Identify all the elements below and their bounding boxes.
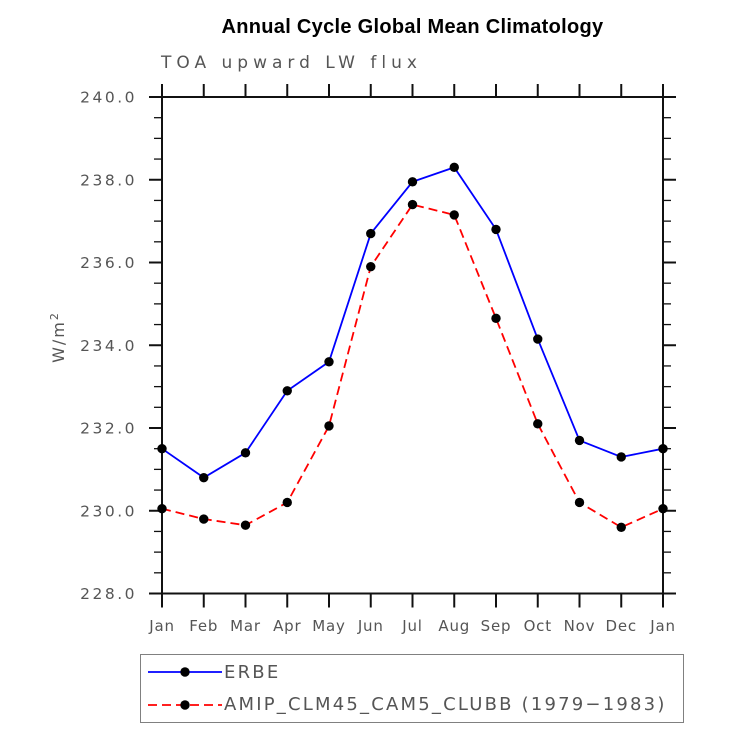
x-tick-label: Dec xyxy=(606,617,637,635)
erbe-data-point-oct-9 xyxy=(533,334,543,344)
x-tick-label: Apr xyxy=(273,617,301,635)
amip-data-point-feb-1 xyxy=(199,514,209,524)
x-tick-label: Nov xyxy=(564,617,596,635)
x-tick-label: Jan xyxy=(148,617,175,635)
y-tick-label: 228.0 xyxy=(80,585,137,603)
y-tick-label: 240.0 xyxy=(80,89,137,107)
y-tick-label: 238.0 xyxy=(80,171,137,189)
x-tick-label: Oct xyxy=(524,617,552,635)
y-tick-label: 236.0 xyxy=(80,254,137,272)
erbe-data-point-sep-8 xyxy=(491,224,501,235)
legend-box: ERBE AMIP_CLM45_CAM5_CLUBB (1979−1983) xyxy=(140,654,684,723)
erbe-data-point-may-4 xyxy=(324,357,334,367)
x-tick-label: Jun xyxy=(357,617,384,635)
x-tick-label: Mar xyxy=(230,617,261,635)
amip-dashed-line-sample-icon xyxy=(148,699,222,710)
erbe-data-point-dec-11 xyxy=(616,452,626,462)
x-tick-label: May xyxy=(312,617,345,635)
amip-data-point-may-4 xyxy=(324,421,334,431)
amip-data-point-mar-2 xyxy=(240,520,251,530)
amip-data-point-apr-3 xyxy=(282,497,292,508)
x-tick-label: Jul xyxy=(401,617,423,635)
erbe-data-point-jan-0 xyxy=(157,443,167,454)
x-tick-label: Feb xyxy=(189,617,218,635)
legend-label-erbe: ERBE xyxy=(224,661,281,683)
erbe-data-point-mar-2 xyxy=(240,448,251,458)
erbe-data-point-jan-12 xyxy=(658,443,668,454)
y-tick-label: 234.0 xyxy=(80,337,137,355)
legend-item-erbe: ERBE xyxy=(141,657,683,687)
plot-area: 240.0 238.0 236.0 234.0 232.0 230.0 228.0 Jan Fe… xyxy=(80,84,676,635)
chart-subtitle: TOA upward LW flux xyxy=(161,53,422,73)
amip-data-point-aug-7 xyxy=(449,210,459,220)
erbe-data-point-nov-10 xyxy=(574,435,585,446)
amip-data-point-jun-5 xyxy=(366,261,376,272)
amip-data-point-sep-8 xyxy=(491,313,501,324)
chart-title: Annual Cycle Global Mean Climatology xyxy=(221,16,604,38)
y-tick-label: 230.0 xyxy=(80,502,137,520)
erbe-data-point-apr-3 xyxy=(282,386,292,396)
amip-data-point-jan-0 xyxy=(157,503,167,514)
erbe-data-point-aug-7 xyxy=(449,162,459,173)
y-tick-label: 232.0 xyxy=(80,420,137,438)
amip-series-line xyxy=(161,203,664,529)
erbe-data-point-feb-1 xyxy=(199,472,209,483)
amip-data-point-jan-12 xyxy=(658,503,668,514)
legend-item-amip: AMIP_CLM45_CAM5_CLUBB (1979−1983) xyxy=(141,690,683,720)
erbe-data-point-jul-6 xyxy=(407,177,418,187)
x-tick-label: Aug xyxy=(438,617,470,635)
erbe-data-point-jun-5 xyxy=(366,228,376,239)
amip-data-point-nov-10 xyxy=(574,497,585,508)
plot-frame xyxy=(161,96,664,595)
amip-data-point-dec-11 xyxy=(616,522,626,532)
x-tick-label: Jan xyxy=(649,617,676,635)
erbe-line-sample-icon xyxy=(148,667,222,678)
amip-data-point-jul-6 xyxy=(407,199,418,210)
amip-data-point-oct-9 xyxy=(533,419,543,429)
erbe-series-line xyxy=(161,166,664,479)
legend-label-amip: AMIP_CLM45_CAM5_CLUBB (1979−1983) xyxy=(224,694,667,716)
x-tick-label: Sep xyxy=(481,617,512,635)
